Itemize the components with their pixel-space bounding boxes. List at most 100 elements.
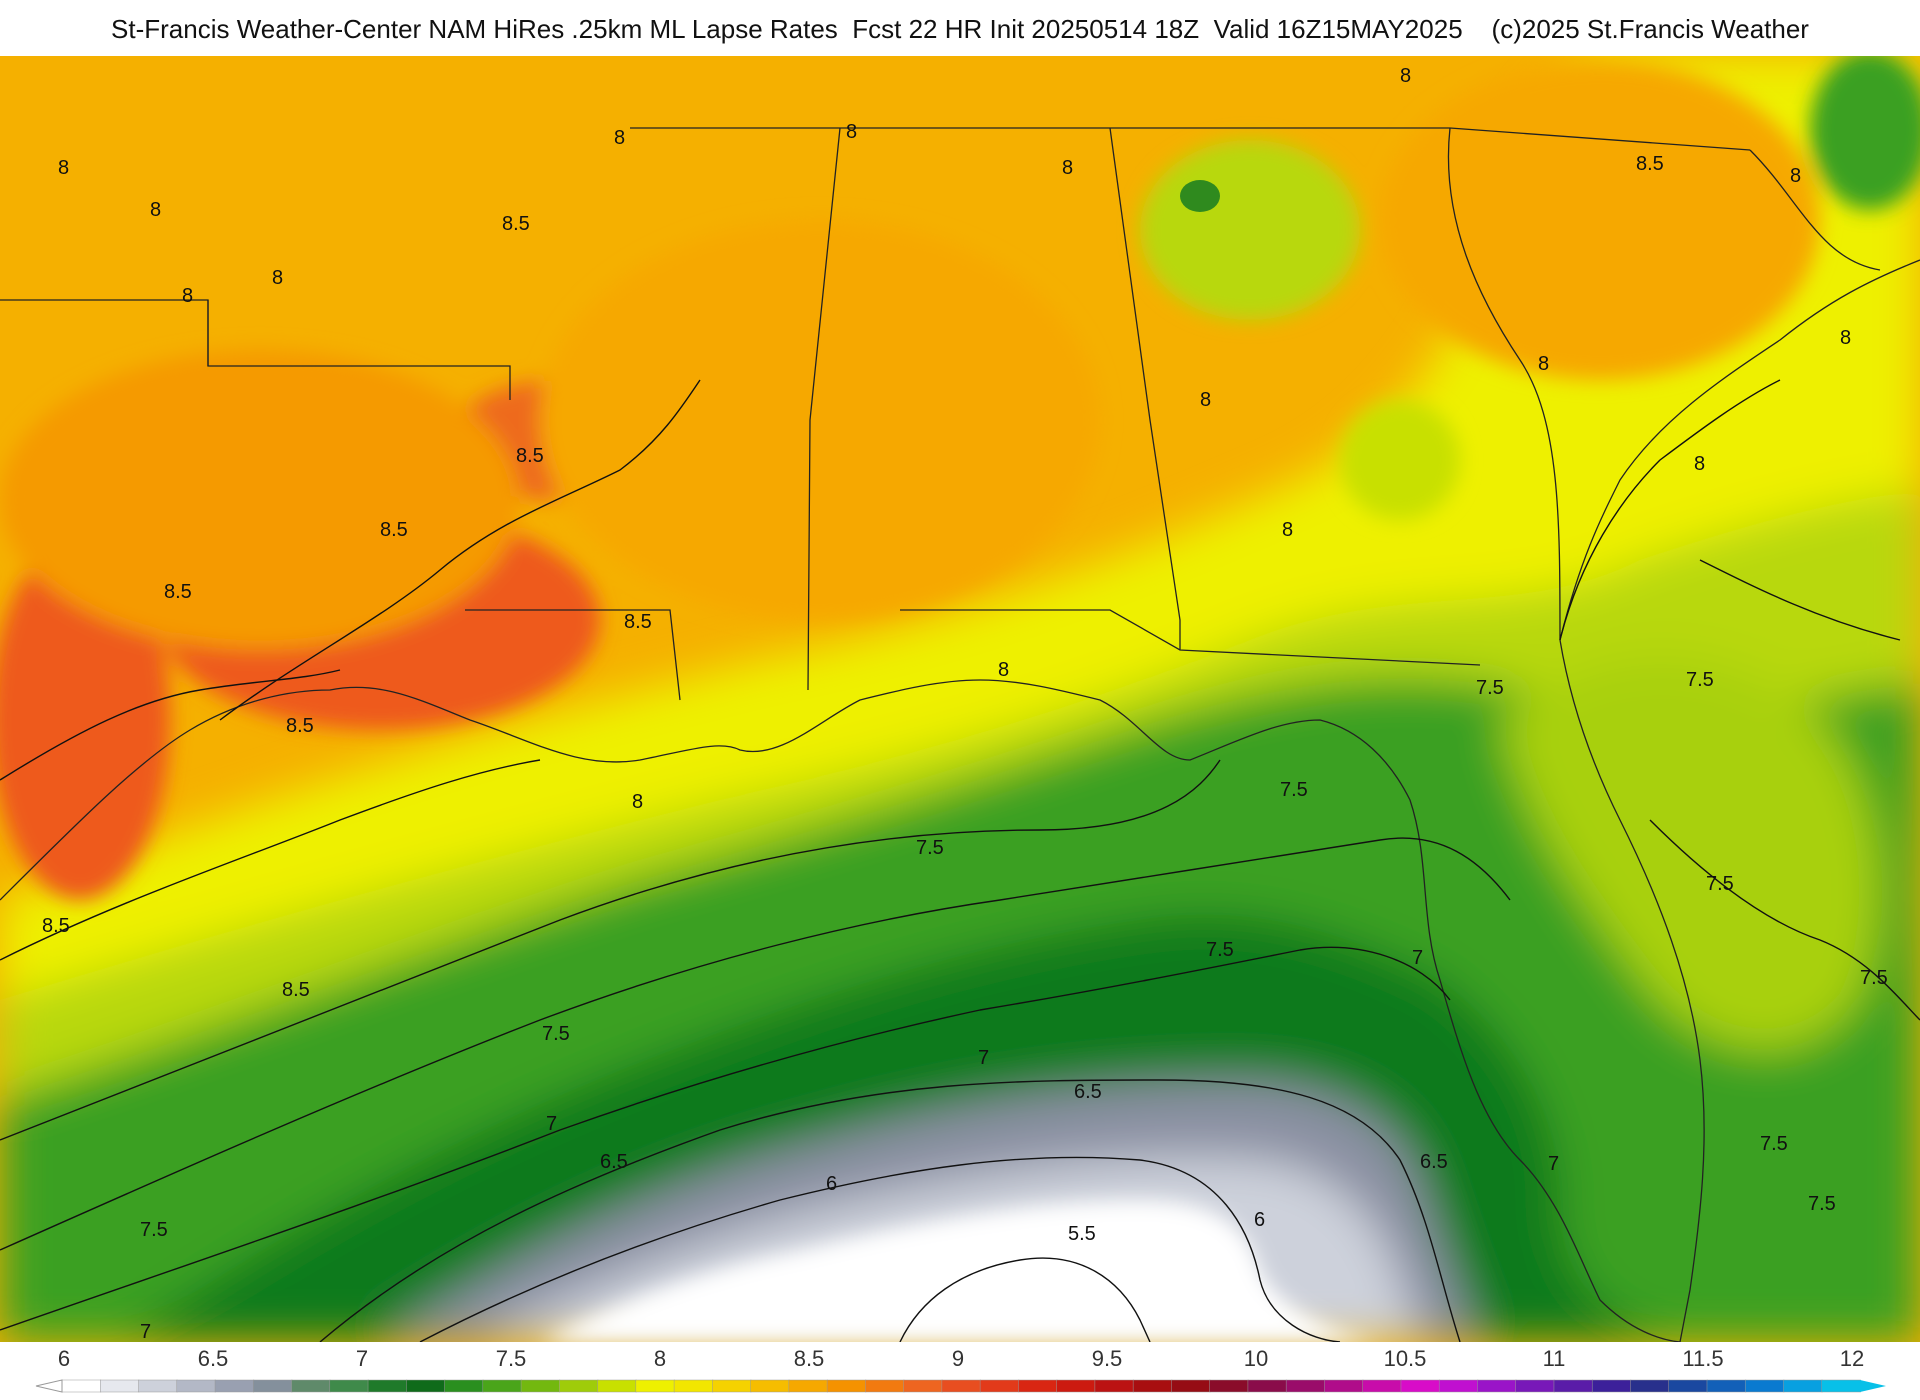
colorbar-cell	[1094, 1379, 1135, 1393]
colorbar-cell	[788, 1379, 828, 1393]
colorbar-cell	[1591, 1379, 1632, 1393]
contour-label: 8.5	[380, 519, 408, 541]
colorbar-cell	[1630, 1379, 1670, 1393]
colorbar	[0, 1342, 1920, 1400]
colorbar-cell	[406, 1379, 446, 1393]
colorbar-cell	[1553, 1379, 1594, 1393]
colorbar-cell	[1247, 1379, 1288, 1393]
contour-label: 8.5	[1636, 153, 1664, 175]
contour-label: 8	[1282, 519, 1293, 541]
colorbar-cell	[712, 1379, 752, 1393]
contour-label: 8.5	[42, 915, 70, 937]
color-field	[0, 56, 1920, 1342]
colorbar-right-arrow	[1860, 1380, 1886, 1392]
geographic-boundaries	[0, 127, 1920, 1342]
contour-label: 8.5	[282, 979, 310, 1001]
map-area[interactable]: 8 8 8 8 8 8 8 8 8 8 8 8 8 8 8 8 8.5 8.5 …	[0, 56, 1920, 1342]
colorbar-cell	[1515, 1379, 1555, 1393]
contour-label: 7	[546, 1113, 557, 1135]
colorbar-tick: 10	[1243, 1346, 1269, 1371]
colorbar-cell	[1744, 1379, 1785, 1393]
contour-label: 7.5	[1476, 677, 1504, 699]
colorbar-cell	[61, 1379, 102, 1393]
colorbar-cell	[1324, 1379, 1364, 1393]
contour-label: 8	[1538, 353, 1549, 375]
contour-label: 8	[58, 157, 69, 179]
colorbar-tick: 7.5	[495, 1346, 527, 1371]
colorbar-cell	[1668, 1379, 1708, 1393]
colorbar-cell	[1171, 1379, 1211, 1393]
contour-label: 8	[1790, 165, 1801, 187]
contour-label: 8.5	[624, 611, 652, 633]
colorbar-cell	[673, 1379, 714, 1393]
colorbar-cell	[903, 1379, 943, 1393]
lapse-rate-map[interactable]: 8 8 8 8 8 8 8 8 8 8 8 8 8 8 8 8 8.5 8.5 …	[0, 56, 1920, 1342]
contour-label: 8.5	[516, 445, 544, 467]
contour-label: 8	[272, 267, 283, 289]
contour-label: 8	[1062, 157, 1073, 179]
colorbar-cell	[1018, 1379, 1058, 1393]
colorbar-cell	[291, 1379, 331, 1393]
contour-label: 7	[1412, 947, 1423, 969]
colorbar-cell	[865, 1379, 905, 1393]
colorbar-cell	[253, 1379, 293, 1393]
contour-label: 8	[150, 199, 161, 221]
contour-label: 7.5	[1760, 1133, 1788, 1155]
colorbar-tick: 8	[653, 1346, 667, 1371]
colorbar-cell	[1438, 1379, 1479, 1393]
contour-label: 8.5	[502, 213, 530, 235]
colorbar-cell	[750, 1379, 790, 1393]
contour-label: 7	[140, 1321, 151, 1342]
colorbar-cell	[1783, 1379, 1823, 1393]
colorbar-cell	[1400, 1379, 1441, 1393]
title-bar: St-Francis Weather-Center NAM HiRes .25k…	[0, 0, 1920, 56]
contour-label: 6.5	[600, 1151, 628, 1173]
contour-label: 7.5	[1860, 967, 1888, 989]
colorbar-cell	[1132, 1379, 1173, 1393]
contour-label: 6	[1254, 1209, 1265, 1231]
colorbar-cell	[635, 1379, 675, 1393]
colorbar-cell	[1056, 1379, 1096, 1393]
contour-label: 8	[182, 285, 193, 307]
contour-label: 8	[632, 791, 643, 813]
contour-label: 8.5	[164, 581, 192, 603]
contour-label: 6.5	[1420, 1151, 1448, 1173]
colorbar-cell	[826, 1379, 867, 1393]
contour-label: 7.5	[1706, 873, 1734, 895]
colorbar-cell	[979, 1379, 1020, 1393]
contour-label: 5.5	[1068, 1223, 1096, 1245]
contour-label: 7.5	[916, 837, 944, 859]
colorbar-cell	[176, 1379, 216, 1393]
contour-label: 8.5	[286, 715, 314, 737]
colorbar-cell	[520, 1379, 561, 1393]
colorbar-cell	[214, 1379, 255, 1393]
contour-label: 8	[1200, 389, 1211, 411]
colorbar-tick: 6.5	[197, 1346, 229, 1371]
contour-label: 8	[1840, 327, 1851, 349]
colorbar-cell	[559, 1379, 599, 1393]
contour-label: 7.5	[1280, 779, 1308, 801]
contour-label: 8	[998, 659, 1009, 681]
contour-label: 7.5	[1808, 1193, 1836, 1215]
contour-label: 7.5	[1686, 669, 1714, 691]
colorbar-cell	[1362, 1379, 1402, 1393]
colorbar-strip	[35, 1379, 1886, 1393]
contour-label: 6.5	[1074, 1081, 1102, 1103]
colorbar-tick: 8.5	[793, 1346, 825, 1371]
colorbar-cell	[367, 1379, 408, 1393]
contour-label: 7.5	[140, 1219, 168, 1241]
colorbar-tick: 9.5	[1091, 1346, 1123, 1371]
contour-label: 6	[826, 1173, 837, 1195]
contour-label: 7.5	[542, 1023, 570, 1045]
colorbar-cell	[444, 1379, 484, 1393]
contour-label: 8	[1694, 453, 1705, 475]
contour-label: 8	[1400, 65, 1411, 87]
contour-label-group: 8 8 8 8 8 8 8 8 8 8 8 8 8 8 8 8 8.5 8.5 …	[42, 65, 1888, 1342]
colorbar-left-arrow	[35, 1379, 63, 1393]
contour-label: 7	[978, 1047, 989, 1069]
colorbar-cell	[597, 1379, 637, 1393]
colorbar-cell	[1706, 1379, 1747, 1393]
colorbar-cell	[138, 1379, 178, 1393]
colorbar-tick: 10.5	[1383, 1346, 1427, 1371]
colorbar-tick: 11	[1542, 1346, 1566, 1371]
